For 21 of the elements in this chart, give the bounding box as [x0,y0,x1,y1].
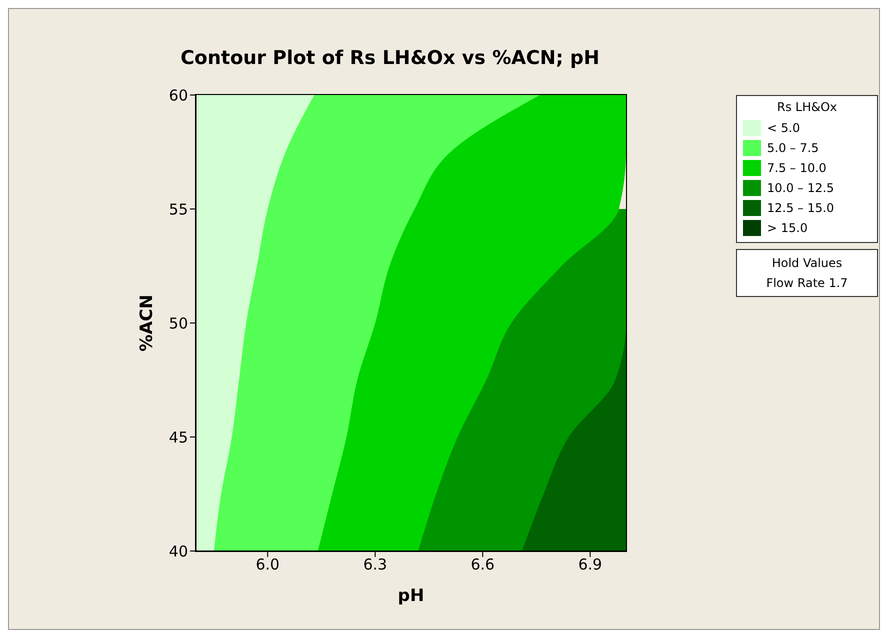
legend-label: 12.5 – 15.0 [767,201,834,215]
legend-label: 7.5 – 10.0 [767,161,826,175]
text: Hold Values [770,255,844,272]
y-tick-label: 55 [168,200,188,218]
x-tick-label: 6.6 [470,556,495,574]
legend-title: Rs LH&Ox [776,100,838,114]
y-tick-label: 50 [168,314,188,332]
legend-label: < 5.0 [767,121,800,135]
text: Flow Rate 1.7 [765,275,849,292]
y-tick-label: 40 [168,542,188,560]
y-tick-label: 60 [168,86,188,104]
legend-label: > 15.0 [767,221,808,235]
legend-label: 5.0 – 7.5 [767,141,819,155]
y-axis-title: %ACN [137,294,158,352]
y-tick-label: 45 [168,428,188,446]
x-tick-label: 6.9 [578,556,602,574]
x-tick-label: 6.3 [363,556,388,574]
x-tick-label: 6.0 [256,556,280,574]
x-axis-title: pH [398,586,424,606]
chart-title: Contour Plot of Rs LH&Ox vs %ACN; pH [179,47,601,69]
legend-label: 10.0 – 12.5 [767,181,834,195]
